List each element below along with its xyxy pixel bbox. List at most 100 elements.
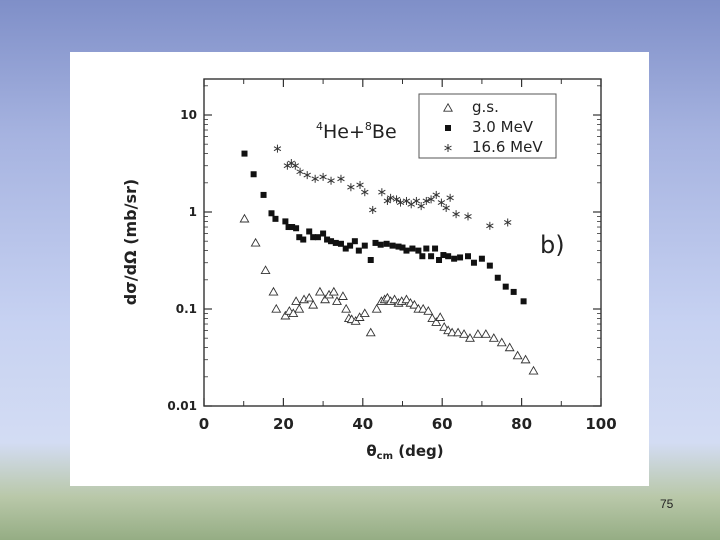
gs-data-point — [332, 296, 342, 305]
mev16-data-point — [392, 195, 401, 204]
mev3-data-point — [494, 274, 501, 281]
mev16-data-point — [446, 193, 454, 202]
mev3-data-point — [361, 242, 368, 249]
gs-data-point — [465, 333, 475, 342]
asterisk-stroke — [283, 163, 292, 169]
mev16-data-point — [319, 172, 327, 181]
asterisk-stroke — [422, 198, 431, 204]
gs-data-point — [496, 337, 507, 347]
gs-data-point — [435, 312, 446, 321]
mev16-data-point — [452, 210, 460, 219]
data-points-layer — [239, 144, 539, 375]
gs-data-point — [423, 306, 434, 315]
mev3-data-point — [445, 253, 452, 260]
mev3-data-point — [395, 243, 402, 250]
asterisk-stroke — [383, 198, 392, 204]
mev16-data-point — [383, 196, 392, 205]
mev3-data-point — [486, 262, 493, 269]
gs-data-point — [520, 354, 531, 364]
asterisk-stroke — [369, 207, 377, 213]
gs-data-point — [268, 286, 279, 296]
asterisk-stroke — [396, 200, 405, 206]
gs-data-point — [389, 294, 400, 304]
asterisk-stroke — [296, 169, 304, 175]
asterisk-stroke — [444, 145, 452, 151]
asterisk-stroke — [432, 192, 440, 198]
legend-markers — [443, 102, 453, 152]
mev3-data-point — [440, 252, 447, 259]
mev3-data-point — [272, 215, 279, 222]
y-tick-label: 0.01 — [167, 399, 197, 413]
asterisk-stroke — [347, 184, 355, 190]
legend-label-16mev: 16.6 MeV — [472, 138, 543, 156]
mev16-data-point — [396, 198, 405, 207]
mev3-data-point — [337, 240, 344, 247]
x-tick-label: 80 — [511, 415, 532, 433]
mev3-data-point — [470, 259, 477, 266]
gs-data-point — [359, 308, 370, 318]
mev3-data-point — [389, 242, 396, 249]
mev3-data-point — [314, 234, 321, 241]
asterisk-stroke — [361, 189, 369, 195]
mev16-data-point — [422, 196, 431, 205]
mev3-data-point — [383, 240, 390, 247]
asterisk-stroke — [273, 146, 282, 152]
gs-data-point — [472, 329, 483, 338]
reaction-sup-1: 4 — [316, 120, 323, 133]
mev3-data-point — [324, 236, 331, 243]
gs-data-point — [409, 299, 420, 309]
mev3-data-point — [510, 288, 517, 295]
mev3-data-point — [342, 245, 349, 252]
mev3-data-point — [306, 228, 313, 235]
gs-data-point — [447, 327, 458, 337]
x-axis-label-unit: (deg) — [393, 442, 444, 460]
legend-label-3mev: 3.0 MeV — [472, 118, 534, 136]
mev16-data-point — [287, 159, 296, 168]
panel-label: b) — [540, 231, 565, 259]
asterisk-stroke — [427, 196, 435, 202]
cross-section-chart: 0 20 40 60 80 100 10 1 0.1 0.01 dσ/dΩ (mb/sr) θcm… — [121, 78, 617, 462]
mev3-data-point — [289, 224, 296, 231]
x-tick-label: 20 — [273, 415, 294, 433]
asterisk-stroke — [402, 198, 411, 204]
mev16-data-point — [464, 212, 472, 221]
gs-data-point — [480, 329, 491, 338]
mev16-data-point — [311, 174, 319, 183]
mev3-data-point — [377, 241, 384, 248]
mev3-data-point — [320, 230, 327, 237]
asterisk-stroke — [452, 211, 460, 217]
mev3-data-point — [347, 242, 354, 249]
gs-data-point — [488, 333, 499, 342]
gs-data-point — [401, 294, 412, 304]
x-tick-label: 40 — [352, 415, 373, 433]
asterisk-stroke — [446, 195, 454, 201]
mev3-data-point — [293, 225, 300, 232]
gs-data-point — [314, 286, 325, 296]
mev3-data-point — [478, 255, 485, 262]
mev3-data-point — [296, 234, 303, 241]
mev16-data-point — [369, 205, 377, 214]
mev16-data-point — [503, 218, 512, 227]
gs-data-point — [337, 291, 348, 300]
asterisk-stroke — [407, 201, 415, 207]
asterisk-stroke — [327, 178, 335, 184]
y-tick-label: 10 — [180, 108, 197, 122]
mev3-data-point — [428, 253, 435, 260]
mev3-data-point — [268, 210, 275, 217]
axes-layer: 0 20 40 60 80 100 10 1 0.1 0.01 — [167, 79, 617, 433]
mev16-data-point — [402, 196, 411, 205]
mev3-data-point — [300, 236, 307, 243]
reaction-label: 4He+8Be — [316, 120, 397, 143]
gs-data-point — [431, 317, 442, 326]
mev3-data-point — [310, 234, 317, 241]
slide-number: 75 — [660, 497, 674, 511]
x-tick-label: 60 — [432, 415, 453, 433]
mev16-data-point — [432, 190, 440, 199]
gs-data-point — [528, 365, 539, 375]
legend-box — [418, 93, 557, 159]
gs-data-point — [239, 213, 250, 223]
asterisk-stroke — [337, 176, 345, 182]
gs-data-point — [320, 294, 331, 304]
gs-data-point — [459, 329, 470, 338]
gs-data-point — [288, 308, 299, 318]
